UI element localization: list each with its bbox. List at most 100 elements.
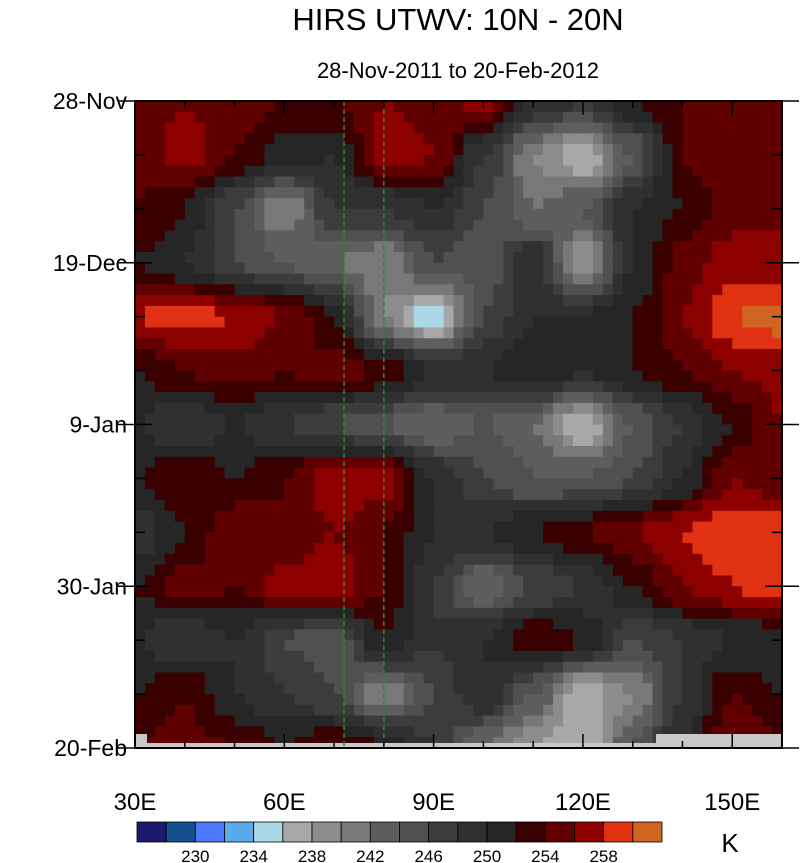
heatmap-cell xyxy=(304,413,315,426)
heatmap-cell xyxy=(254,111,265,124)
heatmap-cell xyxy=(582,446,594,458)
heatmap-cell xyxy=(344,154,355,167)
heatmap-cell xyxy=(154,737,166,749)
heatmap-cell xyxy=(602,262,614,275)
heatmap-cell xyxy=(334,683,345,695)
heatmap-cell xyxy=(543,521,554,533)
heatmap-cell xyxy=(463,262,475,275)
heatmap-cell xyxy=(483,607,494,620)
heatmap-cell xyxy=(383,510,395,523)
heatmap-cell xyxy=(135,295,146,307)
heatmap-cell xyxy=(433,564,445,577)
heatmap-cell xyxy=(264,661,275,674)
heatmap-cell xyxy=(503,122,514,134)
heatmap-cell xyxy=(712,349,723,361)
heatmap-cell xyxy=(483,672,494,684)
heatmap-cell xyxy=(194,683,206,695)
heatmap-cell xyxy=(483,597,494,609)
heatmap-cell xyxy=(572,122,584,134)
heatmap-cell xyxy=(493,704,504,717)
heatmap-cell xyxy=(304,176,315,188)
heatmap-cell xyxy=(174,338,186,350)
heatmap-cell xyxy=(344,327,355,339)
heatmap-cell xyxy=(144,198,156,210)
heatmap-cell xyxy=(174,553,186,566)
heatmap-cell xyxy=(413,607,425,620)
heatmap-cell xyxy=(742,597,753,609)
heatmap-cell xyxy=(732,446,743,458)
heatmap-cell xyxy=(632,683,644,695)
heatmap-cell xyxy=(314,402,325,415)
heatmap-cell xyxy=(264,262,275,275)
heatmap-cell xyxy=(393,553,405,566)
heatmap-cell xyxy=(463,370,475,382)
heatmap-cell xyxy=(294,629,305,641)
heatmap-cell xyxy=(553,575,564,587)
heatmap-cell xyxy=(692,715,703,728)
heatmap-cell xyxy=(403,381,415,393)
heatmap-cell xyxy=(164,165,176,178)
heatmap-cell xyxy=(423,413,435,426)
heatmap-cell xyxy=(363,586,375,598)
heatmap-cell xyxy=(662,467,674,480)
heatmap-cell xyxy=(742,413,753,426)
heatmap-cell xyxy=(403,359,415,372)
heatmap-cell xyxy=(423,349,435,361)
heatmap-cell xyxy=(612,122,624,134)
heatmap-cell xyxy=(582,165,594,178)
heatmap-cell xyxy=(403,478,415,490)
heatmap-cell xyxy=(383,618,395,630)
heatmap-cell xyxy=(194,338,206,350)
heatmap-cell xyxy=(582,295,594,307)
heatmap-cell xyxy=(612,165,624,178)
heatmap-cell xyxy=(244,338,256,350)
heatmap-cell xyxy=(572,349,584,361)
heatmap-cell xyxy=(672,499,684,512)
heatmap-cell xyxy=(314,111,325,124)
heatmap-cell xyxy=(493,564,504,577)
heatmap-cell xyxy=(772,295,783,307)
heatmap-cell xyxy=(204,607,216,620)
heatmap-cell xyxy=(373,219,385,231)
heatmap-cell xyxy=(563,661,574,674)
heatmap-cell xyxy=(284,672,295,684)
heatmap-cell xyxy=(473,489,484,501)
heatmap-cell xyxy=(493,338,504,350)
heatmap-cell xyxy=(304,338,315,350)
heatmap-cell xyxy=(294,219,305,231)
heatmap-cell xyxy=(214,499,226,512)
heatmap-cell xyxy=(164,726,176,738)
heatmap-cell xyxy=(244,349,256,361)
heatmap-cell xyxy=(692,262,703,275)
heatmap-cell xyxy=(483,446,494,458)
heatmap-cell xyxy=(652,305,664,318)
heatmap-cell xyxy=(294,370,305,382)
heatmap-cell xyxy=(752,402,763,415)
heatmap-cell xyxy=(224,704,236,717)
heatmap-cell xyxy=(752,435,763,447)
heatmap-cell xyxy=(662,478,674,490)
heatmap-cell xyxy=(642,510,654,523)
heatmap-cell xyxy=(184,435,196,447)
heatmap-cell xyxy=(752,467,763,480)
heatmap-cell xyxy=(184,413,196,426)
heatmap-cell xyxy=(184,284,196,296)
heatmap-cell xyxy=(184,575,196,587)
heatmap-cell xyxy=(493,586,504,598)
heatmap-cell xyxy=(433,101,445,113)
heatmap-cell xyxy=(184,402,196,415)
heatmap-cell xyxy=(483,198,494,210)
heatmap-cell xyxy=(314,251,325,264)
heatmap-cell xyxy=(702,521,713,533)
heatmap-cell xyxy=(214,241,226,253)
heatmap-cell xyxy=(682,499,694,512)
heatmap-cell xyxy=(612,532,624,544)
heatmap-cell xyxy=(692,532,703,544)
heatmap-cell xyxy=(513,737,524,749)
heatmap-cell xyxy=(224,144,236,156)
heatmap-cell xyxy=(523,187,534,199)
heatmap-cell xyxy=(503,683,514,695)
heatmap-cell xyxy=(453,607,465,620)
heatmap-cell xyxy=(174,208,186,221)
heatmap-cell xyxy=(553,338,564,350)
